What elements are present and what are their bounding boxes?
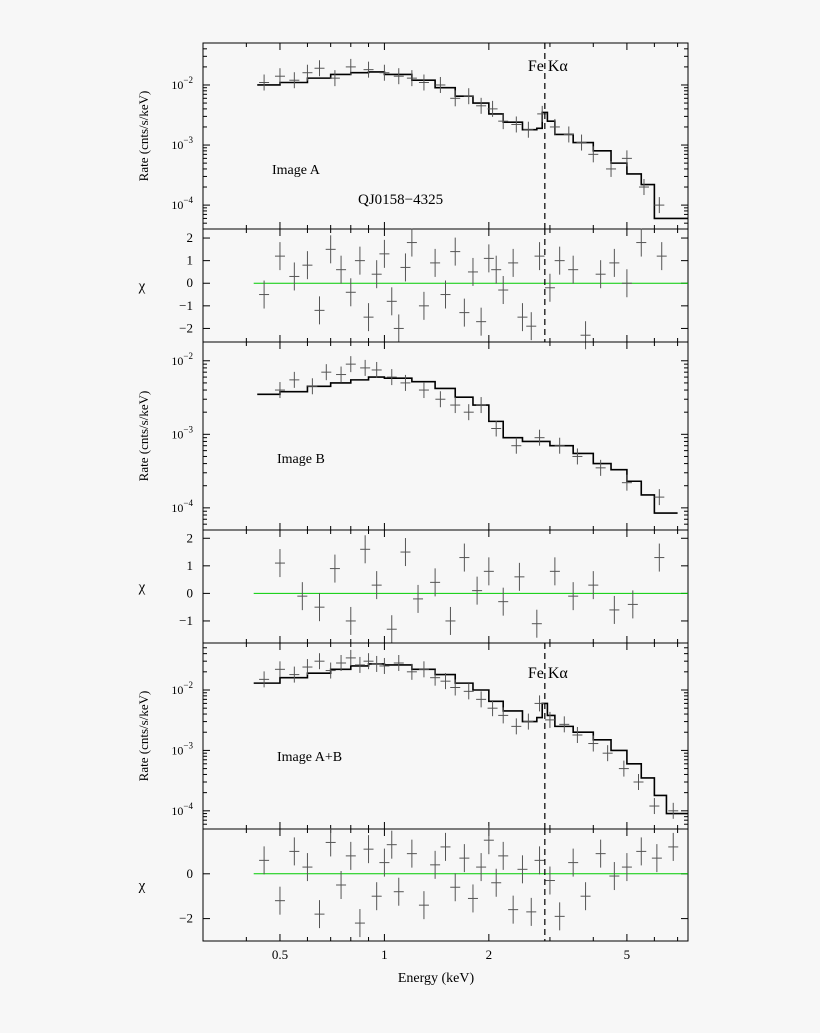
panel-frame xyxy=(202,42,689,230)
x-tick-label: 1 xyxy=(381,947,388,962)
y-tick-label: 2 xyxy=(187,230,194,245)
model-curve xyxy=(253,663,688,815)
panel-3: −1 0 1 2 χ xyxy=(138,529,689,644)
panel-4: Rate (cnts/s/keV) Image A+B Fe Kα xyxy=(136,642,689,830)
y-tick-label: 10−2 xyxy=(171,351,193,368)
panel-label: Image B xyxy=(277,452,325,467)
y-tick-label: 1 xyxy=(187,253,194,268)
panel-frame xyxy=(202,341,689,531)
y-tick-label: 2 xyxy=(187,530,194,545)
y-axis-label: χ xyxy=(138,878,146,894)
y-tick-label: −2 xyxy=(179,320,193,335)
y-tick-label: 10−4 xyxy=(171,801,193,818)
x-axis-label: Energy (keV) xyxy=(398,971,475,986)
fe-line-label: Fe Kα xyxy=(528,665,569,682)
y-tick-label: 10−4 xyxy=(171,498,193,515)
panel-frame xyxy=(202,828,689,942)
panel-label: Image A xyxy=(272,163,321,178)
y-tick-label: −2 xyxy=(179,911,193,926)
y-tick-label: 10−3 xyxy=(171,135,193,152)
y-tick-label: 10−2 xyxy=(171,75,193,92)
y-tick-label: 10−2 xyxy=(171,680,193,697)
y-tick-label: −1 xyxy=(179,613,193,628)
y-tick-label: 0 xyxy=(187,585,194,600)
source-name: QJ0158−4325 xyxy=(358,192,443,208)
panel-0: Rate (cnts/s/keV) Image A QJ0158−4325 Fe Kα xyxy=(136,42,689,230)
y-tick-label: −1 xyxy=(179,298,193,313)
y-axis-label: χ xyxy=(138,279,146,295)
panel-frame xyxy=(202,642,689,830)
x-tick-label: 5 xyxy=(624,947,631,962)
y-axis-label: Rate (cnts/s/keV) xyxy=(136,91,151,182)
model-curve xyxy=(257,71,688,220)
panel-5: −2 0 χ 0.5 1 2 5 xyxy=(138,826,689,962)
y-tick-label: 0 xyxy=(187,866,194,881)
y-tick-label: 0 xyxy=(187,275,194,290)
y-tick-label: 10−3 xyxy=(171,424,193,441)
panel-2: Rate (cnts/s/keV) Image B xyxy=(136,341,689,531)
y-tick-label: 10−4 xyxy=(171,195,193,212)
model-curve xyxy=(257,376,678,514)
x-tick-label: 2 xyxy=(486,947,493,962)
y-axis-label: Rate (cnts/s/keV) xyxy=(136,691,151,782)
y-tick-label: 10−3 xyxy=(171,740,193,757)
y-tick-label: 1 xyxy=(187,558,194,573)
x-tick-label: 0.5 xyxy=(272,947,288,962)
panel-label: Image A+B xyxy=(277,750,342,765)
panel-1: −2 −1 0 1 2 χ xyxy=(138,228,689,350)
y-axis-label: Rate (cnts/s/keV) xyxy=(136,391,151,482)
fe-line-label: Fe Kα xyxy=(528,58,569,75)
panel-frame xyxy=(202,529,689,644)
y-axis-label: χ xyxy=(138,580,146,596)
